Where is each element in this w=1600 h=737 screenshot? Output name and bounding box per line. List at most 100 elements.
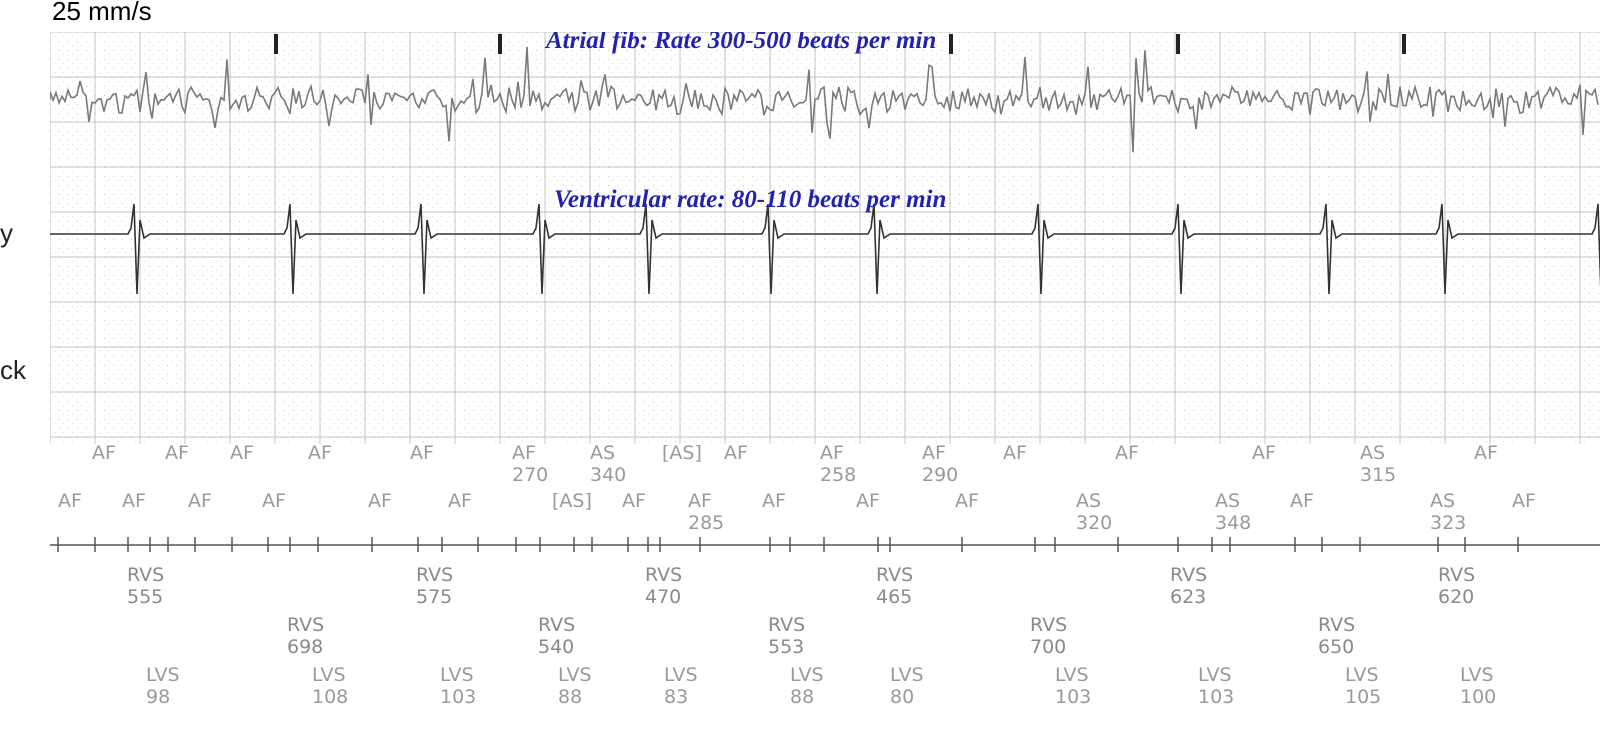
atrial-marker-top: AF xyxy=(1115,442,1139,464)
atrial-marker-top-label: AF xyxy=(230,442,254,464)
atrial-rate-label: Atrial fib: Rate 300-500 beats per min xyxy=(544,32,936,54)
atrial-marker-top-value: 290 xyxy=(922,464,959,486)
atrial-marker-top: AF xyxy=(308,442,332,464)
atrial-marker-bottom-label: AF xyxy=(688,490,712,512)
atrial-marker-bottom: AS 320 xyxy=(1076,490,1112,534)
atrial-marker-top: AF xyxy=(230,442,254,464)
lvs-marker-label: LVS xyxy=(146,664,180,686)
rvs-marker-top-value: 465 xyxy=(876,586,913,608)
left-cut-label-1: y xyxy=(0,218,13,248)
lvs-marker-value: 103 xyxy=(440,686,477,708)
lvs-marker-label: LVS xyxy=(558,664,592,686)
atrial-marker-top-label: AS xyxy=(590,442,616,464)
ventricular-rate-label: Ventricular rate: 80-110 beats per min xyxy=(554,186,946,213)
atrial-marker-top-label: AF xyxy=(1115,442,1139,464)
atrial-marker-bottom: [AS] xyxy=(552,490,592,512)
ventricular-trace xyxy=(50,203,1600,295)
lvs-marker: LVS 103 xyxy=(1198,664,1234,708)
atrial-marker-top: AS 340 xyxy=(590,442,626,486)
atrial-marker-top-label: AF xyxy=(308,442,332,464)
atrial-marker-bottom: AF xyxy=(188,490,212,512)
paper-speed-label: 25 mm/s xyxy=(52,0,152,26)
rvs-marker-top-label: RVS xyxy=(416,564,454,586)
atrial-marker-bottom: AF xyxy=(856,490,880,512)
atrial-marker-bottom: AF xyxy=(262,490,286,512)
rvs-marker-bottom-label: RVS xyxy=(1318,614,1356,636)
atrial-marker-top-value: 258 xyxy=(820,464,857,486)
atrial-marker-bottom: AF xyxy=(58,490,82,512)
atrial-marker-top-label: [AS] xyxy=(662,442,702,464)
rvs-marker-top: RVS 620 xyxy=(1438,564,1475,608)
atrial-marker-top: [AS] xyxy=(662,442,702,464)
atrial-marker-bottom-label: AF xyxy=(188,490,212,512)
atrial-marker-bottom-label: AF xyxy=(762,490,786,512)
atrial-marker-bottom-label: AF xyxy=(955,490,979,512)
atrial-marker-bottom: AF xyxy=(955,490,979,512)
atrial-marker-top: AF 290 xyxy=(922,442,958,486)
lvs-marker-label: LVS xyxy=(312,664,346,686)
lvs-marker: LVS 105 xyxy=(1345,664,1381,708)
lvs-marker: LVS 88 xyxy=(790,664,824,708)
atrial-marker-bottom-value: 285 xyxy=(688,512,725,534)
atrial-marker-top: AF xyxy=(410,442,434,464)
atrial-marker-bottom: AS 348 xyxy=(1215,490,1251,534)
lvs-marker-label: LVS xyxy=(790,664,824,686)
rvs-marker-top-label: RVS xyxy=(876,564,914,586)
lvs-marker: LVS 80 xyxy=(890,664,924,708)
rvs-marker-top: RVS 470 xyxy=(645,564,682,608)
atrial-marker-bottom: AF xyxy=(368,490,392,512)
event-tick xyxy=(949,34,953,54)
atrial-marker-bottom-label: AF xyxy=(122,490,146,512)
atrial-marker-top: AF xyxy=(165,442,189,464)
rvs-marker-top: RVS 555 xyxy=(127,564,164,608)
atrial-marker-bottom-label: AF xyxy=(856,490,880,512)
lvs-marker: LVS 83 xyxy=(664,664,698,708)
atrial-marker-bottom: AF xyxy=(1512,490,1536,512)
atrial-marker-top: AF xyxy=(1474,442,1498,464)
lvs-marker: LVS 88 xyxy=(558,664,592,708)
atrial-marker-top-label: AF xyxy=(92,442,116,464)
atrial-marker-top: AF xyxy=(724,442,748,464)
lvs-marker-value: 88 xyxy=(790,686,815,708)
atrial-marker-bottom: AS 323 xyxy=(1430,490,1466,534)
atrial-marker-top-label: AF xyxy=(1252,442,1276,464)
lvs-marker-value: 103 xyxy=(1198,686,1235,708)
event-ticks xyxy=(274,34,1406,54)
rvs-marker-bottom-label: RVS xyxy=(1030,614,1068,636)
lvs-marker-label: LVS xyxy=(1345,664,1379,686)
lvs-marker-value: 103 xyxy=(1055,686,1092,708)
lvs-marker-label: LVS xyxy=(890,664,924,686)
atrial-marker-top-label: AF xyxy=(922,442,946,464)
lvs-marker: LVS 108 xyxy=(312,664,348,708)
rvs-marker-bottom: RVS 698 xyxy=(287,614,324,658)
rvs-marker-top: RVS 575 xyxy=(416,564,453,608)
lvs-marker-label: LVS xyxy=(1198,664,1232,686)
atrial-marker-top-label: AF xyxy=(512,442,536,464)
lvs-marker: LVS 98 xyxy=(146,664,180,708)
atrial-marker-bottom: AF xyxy=(448,490,472,512)
rvs-marker-bottom: RVS 553 xyxy=(768,614,805,658)
atrial-marker-top-label: AF xyxy=(820,442,844,464)
lvs-marker-label: LVS xyxy=(440,664,474,686)
atrial-marker-bottom-label: AF xyxy=(1512,490,1536,512)
atrial-marker-bottom-value: 323 xyxy=(1430,512,1467,534)
rvs-marker-top-value: 470 xyxy=(645,586,682,608)
atrial-marker-bottom-label: AS xyxy=(1430,490,1456,512)
lvs-marker: LVS 103 xyxy=(440,664,476,708)
lvs-marker-value: 105 xyxy=(1345,686,1382,708)
lvs-marker-label: LVS xyxy=(1460,664,1494,686)
rvs-marker-bottom-value: 553 xyxy=(768,636,805,658)
rvs-marker-bottom-value: 698 xyxy=(287,636,324,658)
rvs-marker-bottom-label: RVS xyxy=(538,614,576,636)
rvs-marker-top-value: 623 xyxy=(1170,586,1207,608)
atrial-marker-top-label: AF xyxy=(1003,442,1027,464)
lvs-marker-value: 80 xyxy=(890,686,915,708)
rvs-marker-top: RVS 465 xyxy=(876,564,913,608)
atrial-marker-top-label: AF xyxy=(165,442,189,464)
rvs-marker-bottom-value: 700 xyxy=(1030,636,1067,658)
atrial-marker-bottom-label: AF xyxy=(58,490,82,512)
rvs-marker-bottom: RVS 650 xyxy=(1318,614,1355,658)
atrial-marker-top: AF xyxy=(1252,442,1276,464)
event-tick xyxy=(1402,34,1406,54)
atrial-marker-top: AF xyxy=(1003,442,1027,464)
